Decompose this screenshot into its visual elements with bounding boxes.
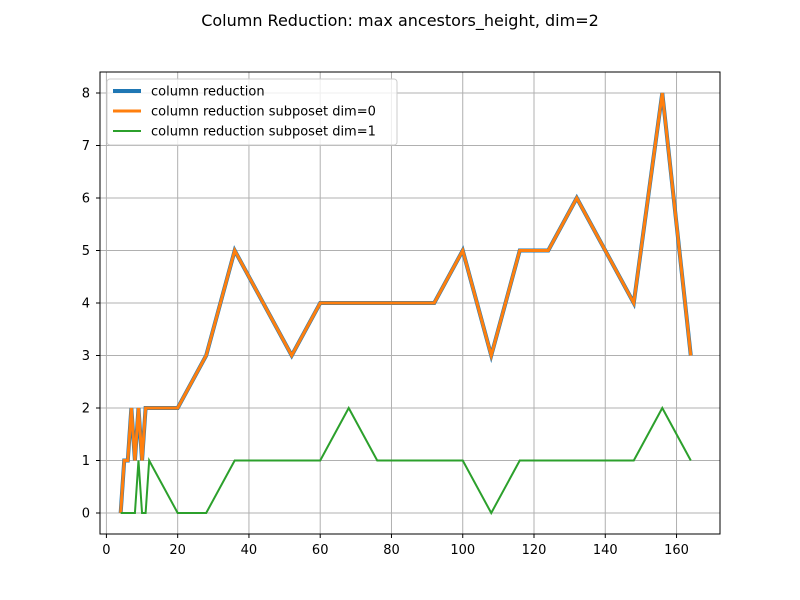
y-tick-label: 3	[82, 349, 90, 364]
x-tick-label: 80	[383, 543, 400, 558]
y-tick-label: 0	[82, 507, 90, 522]
x-tick-label: 60	[312, 543, 329, 558]
y-tick-label: 7	[82, 139, 90, 154]
y-tick-label: 8	[82, 87, 90, 102]
x-tick-label: 140	[593, 543, 618, 558]
x-tick-label: 100	[450, 543, 475, 558]
y-tick-label: 1	[82, 454, 90, 469]
legend: column reduction column reduction subpose…	[106, 78, 398, 146]
series-line-2	[119, 92, 693, 514]
y-tick-label: 5	[82, 244, 90, 259]
axis-ticks: 0 20 40 60 80 100 120 140 160 0 1 2 3 4 5 6 7 8	[82, 87, 689, 559]
x-tick-label: 0	[102, 543, 110, 558]
y-tick-label: 2	[82, 402, 90, 417]
legend-label: column reduction subposet dim=0	[151, 105, 376, 120]
x-tick-label: 160	[664, 543, 689, 558]
series-lines	[118, 92, 693, 516]
chart-title: Column Reduction: max ancestors_height, …	[201, 11, 599, 31]
y-tick-label: 6	[82, 192, 90, 207]
legend-label: column reduction	[151, 85, 265, 100]
x-tick-label: 20	[169, 543, 186, 558]
legend-label: column reduction subposet dim=1	[151, 125, 376, 140]
x-tick-label: 120	[522, 543, 547, 558]
legend-box	[106, 78, 398, 146]
y-tick-label: 4	[82, 297, 90, 312]
x-tick-label: 40	[241, 543, 258, 558]
series-line-3	[120, 405, 692, 516]
